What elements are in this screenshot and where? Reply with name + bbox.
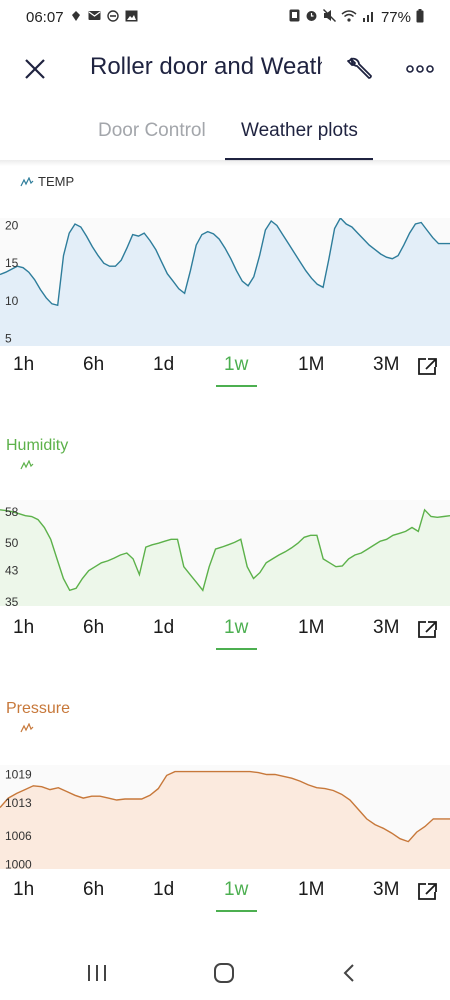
temp-area-fill [0, 218, 450, 346]
open-external-icon [418, 621, 437, 638]
mail-icon [88, 10, 101, 24]
pressure-series-line [0, 770, 450, 843]
humidity-range-selector: 1h 6h 1d 1w 1M 3M [0, 617, 450, 653]
temp-legend: TEMP [20, 174, 74, 189]
range-1M-button[interactable]: 1M [298, 354, 325, 375]
pressure-area-fill [0, 771, 450, 869]
humidity-chart: 58 50 43 35 [0, 500, 450, 608]
humidity-y-tick-label: 35 [5, 595, 19, 608]
page-title: Roller door and Weath [90, 53, 322, 80]
status-bar: 06:07 77% [0, 0, 450, 34]
open-external-icon [418, 358, 437, 375]
humidity-title: Humidity [6, 437, 69, 454]
range-1d-button[interactable]: 1d [153, 617, 175, 638]
wrench-icon [347, 57, 372, 79]
line-chart-icon [20, 723, 34, 733]
pressure-chart: 1019 1013 1006 1000 [0, 765, 450, 871]
tab-bar: Door Control Weather plots [0, 110, 450, 162]
temp-chart: 20 15 10 5 [0, 218, 450, 348]
temp-y-tick-label: 15 [5, 256, 19, 270]
expand-chart-button[interactable] [417, 881, 439, 901]
tabs-divider [0, 160, 450, 166]
home-icon [214, 963, 234, 983]
temp-y-tick-label: 20 [5, 219, 19, 233]
app-bar: Roller door and Weath [0, 38, 450, 98]
humidity-y-tick-label: 43 [5, 564, 19, 578]
range-3M-button[interactable]: 3M [373, 879, 400, 900]
nfc-icon [289, 9, 300, 25]
range-1w-button[interactable]: 1w [224, 617, 249, 638]
range-3M-button[interactable]: 3M [373, 617, 400, 638]
range-3M-button[interactable]: 3M [373, 354, 400, 375]
more-options-button[interactable] [402, 52, 438, 86]
tab-weather-plots[interactable]: Weather plots [241, 120, 358, 141]
temp-legend-label: TEMP [38, 174, 75, 189]
alarm-icon [305, 9, 318, 25]
mute-icon [322, 9, 336, 25]
range-1h-button[interactable]: 1h [13, 879, 35, 900]
humidity-section: Humidity 58 50 43 35 1h 6h 1d 1w 1M 3M [0, 430, 450, 684]
range-6h-button[interactable]: 6h [83, 617, 105, 638]
active-tab-indicator [225, 158, 373, 161]
pressure-range-selector: 1h 6h 1d 1w 1M 3M [0, 879, 450, 915]
battery-icon [416, 8, 424, 26]
back-icon [343, 964, 354, 982]
temp-y-tick-label: 10 [5, 294, 19, 308]
range-1M-button[interactable]: 1M [298, 617, 325, 638]
pressure-y-tick-label: 1000 [5, 857, 32, 871]
expand-chart-button[interactable] [417, 356, 439, 376]
humidity-y-tick-label: 58 [5, 505, 19, 519]
pressure-chart-svg: 1019 1013 1006 1000 [0, 765, 450, 871]
humidity-series-line [0, 508, 450, 592]
pressure-section: Pressure 1019 1013 1006 1000 1h 6h 1d 1w 1M… [0, 693, 450, 947]
open-external-icon [418, 883, 437, 900]
range-1d-button[interactable]: 1d [153, 354, 175, 375]
humidity-y-tick-label: 50 [5, 536, 19, 550]
range-1w-button[interactable]: 1w [224, 879, 249, 900]
line-chart-icon [20, 176, 34, 186]
temp-range-selector: 1h 6h 1d 1w 1M 3M [0, 354, 450, 390]
wifi-icon [341, 9, 357, 25]
more-horizontal-icon [406, 65, 434, 73]
pressure-y-tick-label: 1019 [5, 768, 32, 782]
pressure-title: Pressure [6, 700, 71, 717]
home-button[interactable] [209, 958, 239, 988]
active-range-indicator [216, 385, 257, 387]
pressure-y-tick-label: 1006 [5, 829, 32, 843]
temp-y-tick-label: 5 [5, 332, 12, 346]
pressure-legend [20, 723, 34, 733]
system-nav-bar [0, 946, 450, 1000]
close-icon [25, 59, 45, 79]
close-button[interactable] [18, 52, 52, 86]
image-icon [125, 10, 138, 25]
humidity-chart-svg: 58 50 43 35 [0, 500, 450, 608]
range-6h-button[interactable]: 6h [83, 879, 105, 900]
line-chart-icon [20, 460, 34, 470]
range-1w-button[interactable]: 1w [224, 354, 249, 375]
humidity-area-fill [0, 509, 450, 606]
active-range-indicator [216, 648, 257, 650]
notification-icon [70, 10, 82, 25]
range-6h-button[interactable]: 6h [83, 354, 105, 375]
recent-apps-icon [88, 965, 106, 981]
do-not-disturb-icon [106, 9, 119, 25]
recent-apps-button[interactable] [82, 958, 112, 988]
settings-button[interactable] [343, 52, 377, 86]
signal-icon [362, 10, 376, 25]
humidity-legend [20, 460, 34, 470]
status-time: 06:07 [26, 8, 64, 26]
active-range-indicator [216, 910, 257, 912]
range-1M-button[interactable]: 1M [298, 879, 325, 900]
pressure-y-tick-label: 1013 [5, 796, 32, 810]
range-1h-button[interactable]: 1h [13, 617, 35, 638]
expand-chart-button[interactable] [417, 619, 439, 639]
range-1h-button[interactable]: 1h [13, 354, 35, 375]
range-1d-button[interactable]: 1d [153, 879, 175, 900]
back-button[interactable] [334, 958, 364, 988]
temp-series-line [0, 218, 450, 307]
temp-section: TEMP 20 15 10 5 1h 6h 1d 1w 1M 3M [0, 166, 450, 420]
temp-chart-svg: 20 15 10 5 [0, 218, 450, 346]
battery-percent: 77% [380, 8, 411, 26]
tab-door-control[interactable]: Door Control [98, 120, 206, 141]
